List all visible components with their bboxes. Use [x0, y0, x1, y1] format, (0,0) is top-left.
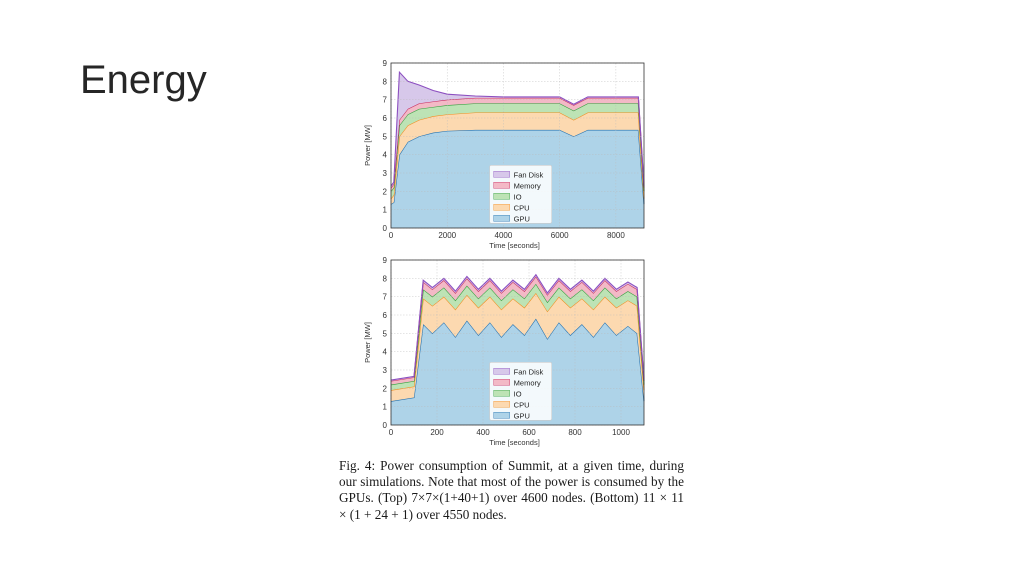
- x-tick-label: 1000: [612, 428, 630, 437]
- area-cpu: [391, 293, 644, 402]
- plot-frame: [390, 259, 645, 426]
- line-cpu: [390, 292, 645, 391]
- legend-label-fan: Fan Disk: [514, 170, 544, 179]
- slide-title: Energy: [80, 58, 207, 102]
- legend-label-memory: Memory: [514, 181, 541, 190]
- legend-label-io: IO: [514, 389, 522, 398]
- y-tick-label: 6: [383, 114, 388, 123]
- y-tick-label: 2: [383, 187, 388, 196]
- y-axis-label: Power [MW]: [363, 125, 372, 166]
- x-tick-label: 6000: [551, 231, 569, 240]
- y-tick-label: 3: [383, 366, 388, 375]
- y-tick-label: 6: [383, 311, 388, 320]
- x-tick-label: 4000: [495, 231, 513, 240]
- x-tick-label: 0: [389, 231, 394, 240]
- y-tick-label: 1: [383, 403, 388, 412]
- y-tick-label: 0: [383, 421, 388, 430]
- x-tick-label: 2000: [438, 231, 456, 240]
- legend-label-gpu: GPU: [514, 214, 530, 223]
- legend-swatch-cpu: [493, 401, 510, 408]
- x-tick-label: 400: [476, 428, 490, 437]
- legend-swatch-cpu: [493, 204, 510, 211]
- x-tick-label: 8000: [607, 231, 625, 240]
- bottom-power-chart: 0 1 2 3 4 5 6 7 8 9 0 200 400 600 800 1000 Time [seconds…: [363, 256, 645, 447]
- legend-swatch-io: [493, 390, 510, 397]
- plot-frame: [390, 62, 645, 229]
- y-tick-label: 2: [383, 384, 388, 393]
- line-gpu: [390, 129, 645, 205]
- y-tick-label: 3: [383, 169, 388, 178]
- legend-label-memory: Memory: [514, 378, 541, 387]
- x-tick-label: 800: [568, 428, 582, 437]
- legend-label-cpu: CPU: [514, 203, 530, 212]
- x-axis-label: Time [seconds]: [489, 241, 540, 250]
- y-tick-label: 9: [383, 256, 388, 265]
- legend-swatch-fan: [493, 171, 510, 178]
- y-tick-label: 4: [383, 151, 388, 160]
- x-tick-label: 0: [389, 428, 394, 437]
- y-tick-label: 4: [383, 348, 388, 357]
- line-fan: [390, 273, 645, 381]
- y-tick-label: 0: [383, 224, 388, 233]
- x-axis-label: Time [seconds]: [489, 438, 540, 447]
- y-tick-label: 8: [383, 77, 388, 86]
- legend-swatch-memory: [493, 379, 510, 386]
- legend-label-gpu: GPU: [514, 411, 530, 420]
- y-axis-label: Power [MW]: [363, 322, 372, 363]
- legend-swatch-gpu: [493, 215, 510, 222]
- y-tick-label: 9: [383, 59, 388, 68]
- legend-label-fan: Fan Disk: [514, 367, 544, 376]
- y-tick-label: 5: [383, 329, 388, 338]
- legend-swatch-gpu: [493, 412, 510, 419]
- y-tick-label: 1: [383, 206, 388, 215]
- y-tick-label: 7: [383, 293, 388, 302]
- area-io: [391, 103, 644, 199]
- legend-label-cpu: CPU: [514, 400, 530, 409]
- legend-swatch-memory: [493, 182, 510, 189]
- x-tick-label: 600: [522, 428, 536, 437]
- legend-swatch-io: [493, 193, 510, 200]
- area-memory: [391, 97, 644, 192]
- top-power-chart: 0 1 2 3 4 5 6 7 8 9 0 2000 4000 6000 8000 Time [seconds…: [363, 59, 645, 250]
- y-tick-label: 8: [383, 274, 388, 283]
- figure-caption: Fig. 4: Power consumption of Summit, at …: [339, 458, 684, 522]
- y-tick-label: 5: [383, 132, 388, 141]
- y-tick-label: 7: [383, 96, 388, 105]
- legend-swatch-fan: [493, 368, 510, 375]
- legend-label-io: IO: [514, 192, 522, 201]
- x-tick-label: 200: [430, 428, 444, 437]
- line-memory: [390, 275, 645, 382]
- line-fan: [390, 70, 645, 187]
